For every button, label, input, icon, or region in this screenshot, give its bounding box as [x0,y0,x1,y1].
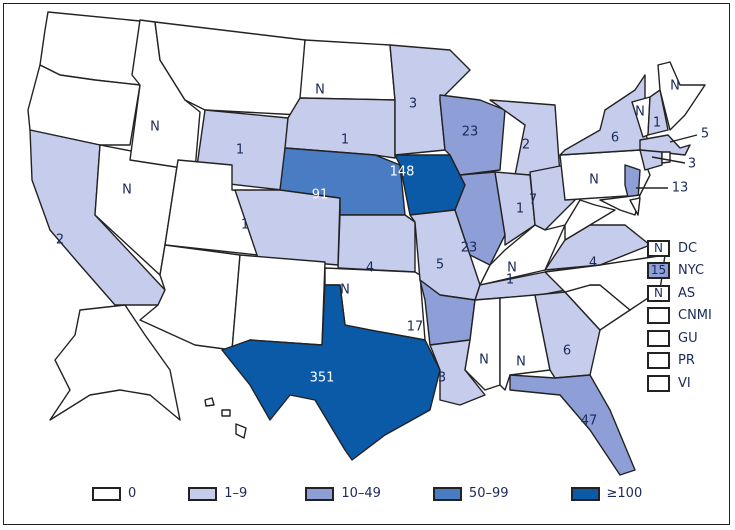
territory-box [647,329,670,347]
state-label-kansas: 4 [366,261,374,276]
state-label-texas: 351 [310,371,335,386]
territory-box: N [647,239,670,257]
state-label-connecticut: 3 [688,157,696,172]
state-label-idaho: N [150,120,160,135]
state-alaska [49,304,181,421]
state-new-mexico [231,254,326,351]
state-label-pennsylvania: N [589,173,599,188]
leader-line-connecticut [651,156,686,164]
state-label-wisconsin: 23 [462,125,479,140]
leader-line-massachusetts [669,134,698,143]
state-label-vermont: N [635,105,645,120]
color-legend: 0 1–9 10–49 50–99 ≥100 [92,486,642,501]
legend-label: 50–99 [468,486,509,501]
legend-item: 50–99 [432,486,509,501]
legend-item: 1–9 [188,486,247,501]
state-label-tennessee: 1 [506,273,514,288]
state-label-north-dakota: N [315,83,325,98]
state-delaware [629,197,641,216]
territory-box: 15 [647,262,670,280]
state-label-south-dakota: 1 [341,133,349,148]
state-label-nebraska: 91 [312,188,329,203]
territory-legend: N DC 15 NYC N AS CNMI GU PR VI [647,237,712,395]
state-label-kentucky: N [507,261,517,276]
territory-vi: VI [647,372,712,395]
state-north-carolina [544,254,666,311]
legend-swatch [570,486,600,501]
legend-item: 10–49 [305,486,381,501]
state-label-illinois: 23 [461,241,478,256]
state-label-mississippi: N [479,353,489,368]
territory-name: NYC [678,263,705,279]
territory-box: N [647,284,670,302]
legend-item: ≥100 [570,486,643,501]
state-maine [657,61,706,131]
territory-pr: PR [647,350,712,373]
state-label-minnesota: 3 [409,97,417,112]
territory-name: PR [678,353,695,369]
state-label-arkansas: 17 [407,320,424,335]
state-florida [509,374,636,476]
state-label-iowa: 148 [390,165,415,180]
state-indiana [494,171,536,246]
territory-name: AS [678,285,696,301]
state-label-california: 2 [56,233,64,248]
state-label-maine: N [670,79,680,94]
state-west-virginia [564,199,616,241]
state-label-new-jersey: 13 [672,181,689,196]
state-label-nevada: N [122,183,132,198]
territory-name: DC [678,240,698,256]
state-oregon [27,64,141,146]
state-label-indiana: 1 [516,202,524,217]
territory-name: CNMI [678,308,712,324]
legend-label: 1–9 [224,486,248,501]
state-rhode-island [661,151,671,164]
legend-swatch [432,486,462,501]
state-new-hampshire [647,89,669,136]
state-texas [221,284,441,461]
state-label-massachusetts: 5 [701,127,709,142]
legend-label: ≥100 [606,486,643,501]
state-label-new-hampshire: 1 [653,116,661,131]
state-label-michigan: 2 [522,138,530,153]
state-label-virginia: 4 [589,256,597,271]
legend-swatch [188,486,218,501]
state-label-wyoming: 1 [236,143,244,158]
territory-gu: GU [647,327,712,350]
state-label-florida: 47 [581,414,598,429]
territory-name: VI [678,375,691,391]
state-label-missouri: 5 [436,258,444,273]
legend-swatch [305,486,335,501]
legend-label: 0 [128,486,137,501]
territory-cnmi: CNMI [647,305,712,328]
figure-border [3,3,730,525]
territory-box [647,307,670,325]
legend-label: 10–49 [341,486,381,501]
state-label-ohio: 7 [529,193,537,208]
state-label-georgia: 6 [563,344,571,359]
territory-box [647,374,670,392]
state-hawaii [204,397,247,439]
territory-box [647,352,670,370]
territory-nyc: 15 NYC [647,260,712,283]
legend-item: 0 [92,486,136,501]
state-kansas [337,214,416,273]
territory-name: GU [678,330,698,346]
state-label-louisiana: 3 [438,371,446,386]
state-connecticut [639,149,663,171]
state-label-colorado: 1 [241,218,249,233]
state-label-oklahoma: N [340,283,350,298]
legend-swatch [92,486,121,501]
territory-as: N AS [647,282,712,305]
state-label-alabama: N [516,355,526,370]
territory-dc: N DC [647,237,712,260]
state-label-new-york: 6 [611,131,619,146]
